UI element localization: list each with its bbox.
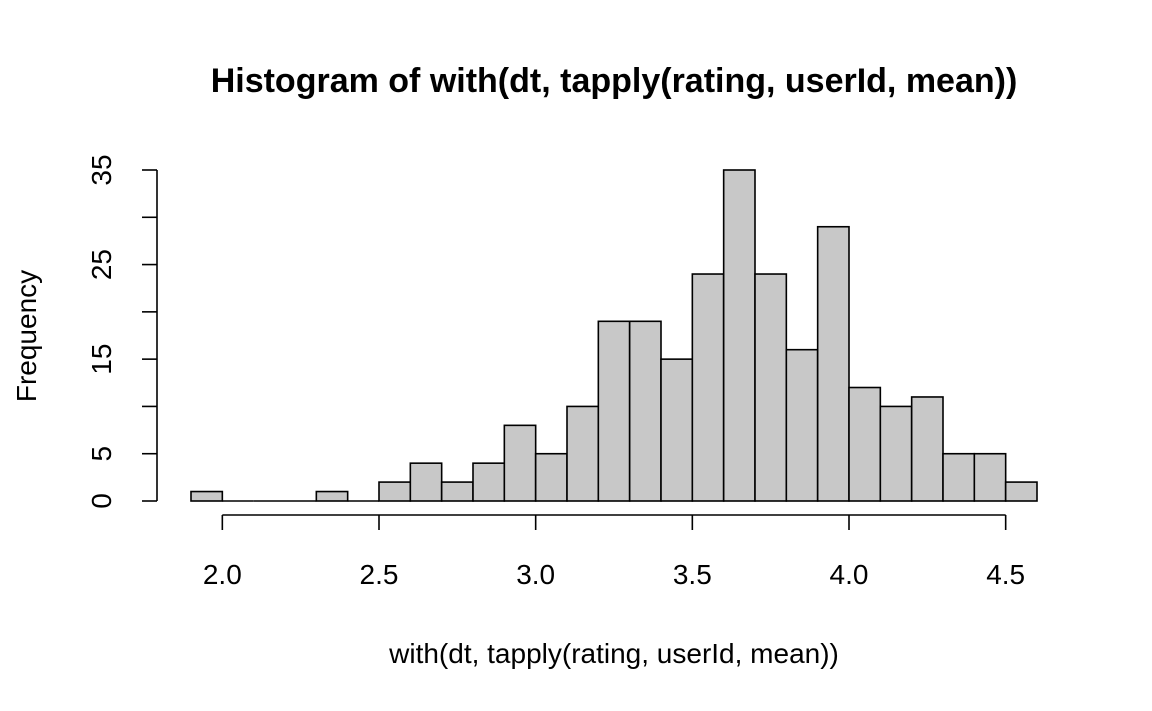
y-tick-label: 0: [86, 493, 117, 509]
histogram-bar: [409, 462, 443, 502]
histogram-bar: [566, 405, 600, 502]
x-axis: 2.0 2.5 3.0 3.5 4.0 4.5: [203, 514, 1025, 590]
y-tick-label: 5: [86, 446, 117, 462]
histogram-bar: [660, 358, 694, 502]
x-tick-label: 2.5: [360, 559, 399, 590]
histogram-bar: [691, 273, 725, 502]
bars-group: [190, 169, 1038, 502]
histogram-bar: [378, 481, 412, 502]
histogram-bar: [190, 490, 224, 502]
histogram-bar: [754, 273, 788, 502]
histogram-bar: [848, 386, 882, 502]
histogram-bar: [973, 452, 1007, 502]
x-tick-label: 3.0: [516, 559, 555, 590]
histogram-bar: [785, 348, 819, 502]
y-axis-label: Frequency: [11, 270, 42, 402]
x-axis-label: with(dt, tapply(rating, userId, mean)): [388, 638, 839, 669]
histogram-bar: [942, 452, 976, 502]
histogram-bar: [879, 405, 913, 502]
histogram-bar: [472, 462, 506, 502]
histogram-bar: [910, 396, 944, 502]
x-tick-label: 3.5: [673, 559, 712, 590]
histogram-bar: [722, 169, 756, 502]
histogram-bar: [1004, 481, 1038, 502]
y-tick-label: 25: [86, 249, 117, 280]
histogram-bar: [628, 320, 662, 502]
x-tick-label: 4.5: [986, 559, 1025, 590]
y-axis: 0 5 15 25 35: [86, 154, 158, 509]
histogram-bar: [816, 225, 850, 502]
chart-title: Histogram of with(dt, tapply(rating, use…: [211, 62, 1018, 100]
x-tick-label: 2.0: [203, 559, 242, 590]
histogram-bar: [534, 452, 568, 502]
x-tick-label: 4.0: [830, 559, 869, 590]
histogram-bar: [503, 424, 537, 502]
y-tick-label: 15: [86, 344, 117, 375]
histogram-bar: [315, 490, 349, 502]
y-tick-label: 35: [86, 154, 117, 185]
histogram-bar: [597, 320, 631, 502]
histogram-bar: [440, 481, 474, 502]
